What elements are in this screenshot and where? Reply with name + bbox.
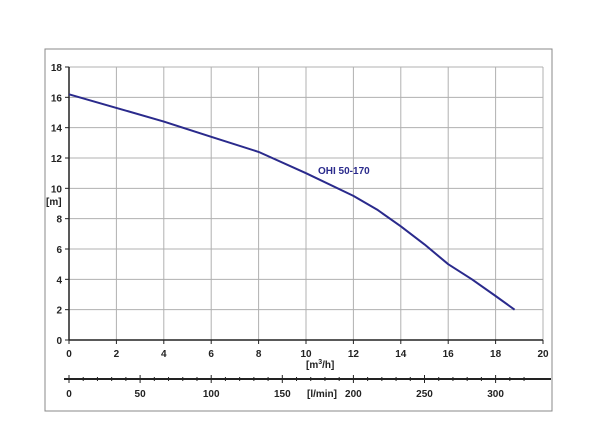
- x-axis-label-superscript: 3: [318, 359, 322, 366]
- x-tick-label: 10: [300, 349, 312, 360]
- x-tick-labels: 0 2 4 6 8 10 12 14 16 18 20: [66, 349, 549, 360]
- series-lines: [68, 93, 516, 311]
- y-tick-label: 14: [51, 124, 63, 135]
- secondary-tick-label: 200: [345, 389, 362, 400]
- secondary-tick-label: 50: [135, 389, 147, 400]
- y-tick-label: 10: [51, 184, 63, 195]
- y-axis-label: [m]: [46, 197, 62, 208]
- x-tick-label: 18: [490, 349, 502, 360]
- y-tick-label: 12: [51, 154, 63, 165]
- grid-lines: [69, 66, 544, 340]
- x-axis-label-prefix: [m: [306, 360, 318, 371]
- x-tick-label: 14: [395, 349, 407, 360]
- x-axis-label-suffix: /h]: [322, 360, 334, 371]
- secondary-axis-label: [l/min]: [307, 389, 337, 400]
- secondary-tick-label: 250: [416, 389, 433, 400]
- x-tick-label: 4: [161, 349, 167, 360]
- x-axis-label: [m3/h]: [306, 359, 334, 371]
- series-label: OHI 50-170: [318, 166, 370, 177]
- secondary-tick-label: 300: [487, 389, 504, 400]
- y-tick-label: 16: [51, 93, 63, 104]
- x-tick-label: 16: [443, 349, 455, 360]
- secondary-tick-label: 100: [203, 389, 220, 400]
- y-tick-labels: 0 2 4 6 8 10 12 14 16 18: [51, 63, 63, 347]
- x-tick-label: 8: [256, 349, 262, 360]
- x-tick-label: 2: [114, 349, 120, 360]
- axes: [65, 66, 544, 344]
- x-tick-label: 12: [348, 349, 360, 360]
- x-tick-label: 6: [208, 349, 214, 360]
- y-tick-label: 8: [56, 215, 62, 226]
- y-tick-label: 0: [56, 336, 62, 347]
- x-tick-label: 20: [537, 349, 549, 360]
- y-tick-label: 6: [56, 245, 62, 256]
- y-tick-label: 2: [56, 306, 62, 317]
- y-tick-label: 4: [56, 275, 62, 286]
- series-line: [68, 93, 516, 311]
- y-tick-label: 18: [51, 63, 63, 74]
- x-tick-label: 0: [66, 349, 72, 360]
- secondary-tick-label: 0: [66, 389, 72, 400]
- outer-frame: [44, 48, 553, 412]
- secondary-axis: 0 50 100 150 200 250 300: [64, 375, 551, 400]
- secondary-tick-label: 150: [274, 389, 291, 400]
